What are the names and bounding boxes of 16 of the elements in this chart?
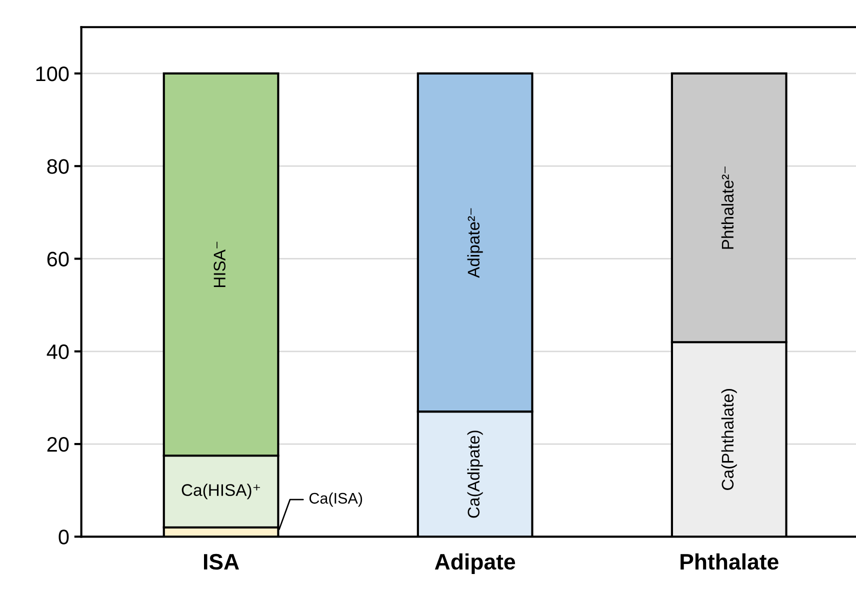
series-label: Ca(HISA)⁺ [182,484,260,500]
series-label: Phthalate²⁻ [721,166,734,249]
series-label: Adipate²⁻ [467,208,483,278]
x-tick-label: Phthalate [680,553,778,570]
text: Ca(ISA) [309,492,362,507]
y-tick-label: 80 [47,159,69,174]
y-tick-label: 0 [58,530,69,544]
x-tick-label: Adipate [434,553,516,574]
y-tick-label: 20 [47,437,69,452]
series-label: HISA⁻ [214,242,226,288]
y-tick-label: 60 [47,252,69,266]
y-tick-label: 100 [36,66,69,82]
y-tick-label: 40 [46,344,69,360]
series-label: Ca(Adipate) [467,430,483,518]
x-tick-label: ISA [204,554,239,570]
series-label: Ca(Phthalate) [721,389,737,490]
